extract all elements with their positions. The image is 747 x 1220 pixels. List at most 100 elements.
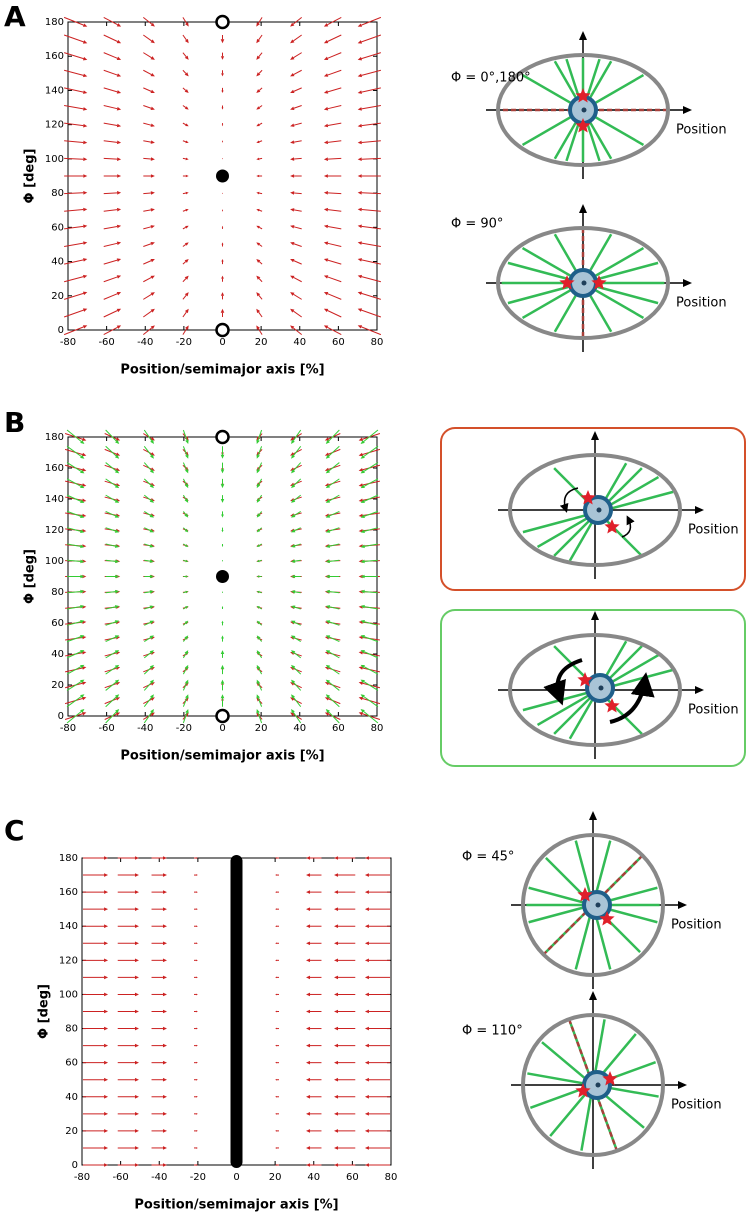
box-green (440, 609, 746, 767)
arrow (256, 446, 263, 459)
arrow-shaft (64, 276, 84, 283)
arrow-head (116, 308, 122, 313)
arrow-shaft (182, 122, 187, 126)
arrow (82, 1146, 109, 1150)
arrow-shaft (361, 34, 382, 43)
arrow-shaft (143, 105, 152, 109)
arrow-shaft (144, 510, 151, 516)
arrow (64, 433, 87, 441)
arrow-head (150, 225, 155, 229)
nucleus-dot (596, 507, 602, 513)
arrow-shaft (258, 87, 263, 91)
arrow-head (256, 140, 260, 144)
arrow-head (291, 513, 296, 518)
y-tick-label: 140 (45, 85, 64, 96)
arrow (182, 709, 189, 724)
red-star (577, 672, 593, 687)
arrow (151, 1060, 167, 1065)
arrow-head (256, 575, 260, 578)
y-axis-label: Φ [deg] (37, 984, 52, 1039)
arrow (275, 1130, 279, 1132)
arrow-head (184, 308, 189, 314)
arrow-head (291, 590, 296, 594)
y-tick-label: 140 (59, 921, 78, 932)
arrow-head (334, 890, 339, 894)
arrow (144, 527, 154, 533)
arrow (143, 709, 154, 724)
arrow (256, 527, 262, 533)
arrow (183, 590, 189, 594)
arrow-head (360, 454, 365, 459)
arrow-shaft (293, 209, 302, 212)
arrow-shaft (292, 16, 302, 25)
arrow (290, 34, 302, 44)
arrow-head (256, 694, 260, 699)
arrow (291, 620, 301, 626)
arrow-shaft (63, 52, 84, 60)
arrow-shaft (105, 543, 116, 547)
arrow (256, 494, 263, 503)
y-tick-label: 120 (45, 525, 64, 536)
arrow-shaft (328, 713, 341, 720)
arrow (290, 105, 302, 110)
arrow-head (357, 325, 363, 329)
arrow-head (80, 544, 85, 549)
arrow-head (364, 1094, 369, 1099)
arrow-head (325, 454, 330, 459)
arrow-head (364, 975, 369, 980)
arrow (143, 694, 154, 708)
axis-arrowhead (678, 1081, 687, 1089)
arrow-shaft (182, 52, 187, 58)
arrow-head (81, 437, 87, 441)
arrow-shaft (182, 446, 188, 456)
arrow-head (149, 620, 154, 625)
arrow-shaft (364, 510, 379, 517)
cell-outline (496, 226, 670, 340)
arrow (256, 694, 263, 707)
axis-label: Position (671, 918, 722, 933)
arrow-shaft (361, 242, 381, 247)
arrow-head (195, 959, 198, 962)
arrow-head (357, 140, 362, 145)
arrow-shaft (257, 17, 263, 24)
arrow-shaft (364, 543, 379, 547)
x-tick-label: 0 (219, 337, 225, 348)
arrow-head (256, 174, 260, 178)
arrow (275, 942, 279, 945)
arrow-head (104, 924, 109, 929)
arrow-shaft (294, 637, 301, 643)
red-star (591, 275, 607, 290)
arrow (291, 527, 301, 533)
arrow-head (323, 308, 329, 313)
arrow-head (364, 1163, 369, 1167)
arrow-head (116, 123, 122, 128)
arrow (194, 1095, 198, 1098)
arrow-shaft (66, 510, 81, 517)
arrow (290, 242, 302, 247)
arrow (256, 105, 263, 110)
arrow-head (114, 544, 120, 548)
arrow (256, 543, 262, 548)
arrow-head (325, 650, 331, 654)
arrow (290, 225, 302, 230)
arrow (256, 590, 262, 594)
arrow-shaft (66, 621, 81, 626)
arrow-head (275, 1044, 278, 1047)
arrow-head (275, 1027, 278, 1030)
arrow (182, 308, 189, 318)
arrow-shaft (293, 122, 302, 126)
arrow-shaft (103, 293, 118, 300)
arrow (82, 1077, 109, 1082)
arrow-head (364, 1026, 369, 1031)
arrow (325, 635, 340, 643)
y-tick-label: 80 (65, 1024, 78, 1035)
arrow-shaft (105, 559, 116, 562)
arrow-head (291, 620, 296, 625)
arrow-head (360, 679, 365, 684)
arrow (325, 527, 340, 533)
arrow (66, 429, 85, 444)
arrow (334, 975, 356, 980)
arrow (357, 190, 381, 195)
arrow-head (360, 604, 365, 609)
arrow-head (150, 258, 155, 263)
